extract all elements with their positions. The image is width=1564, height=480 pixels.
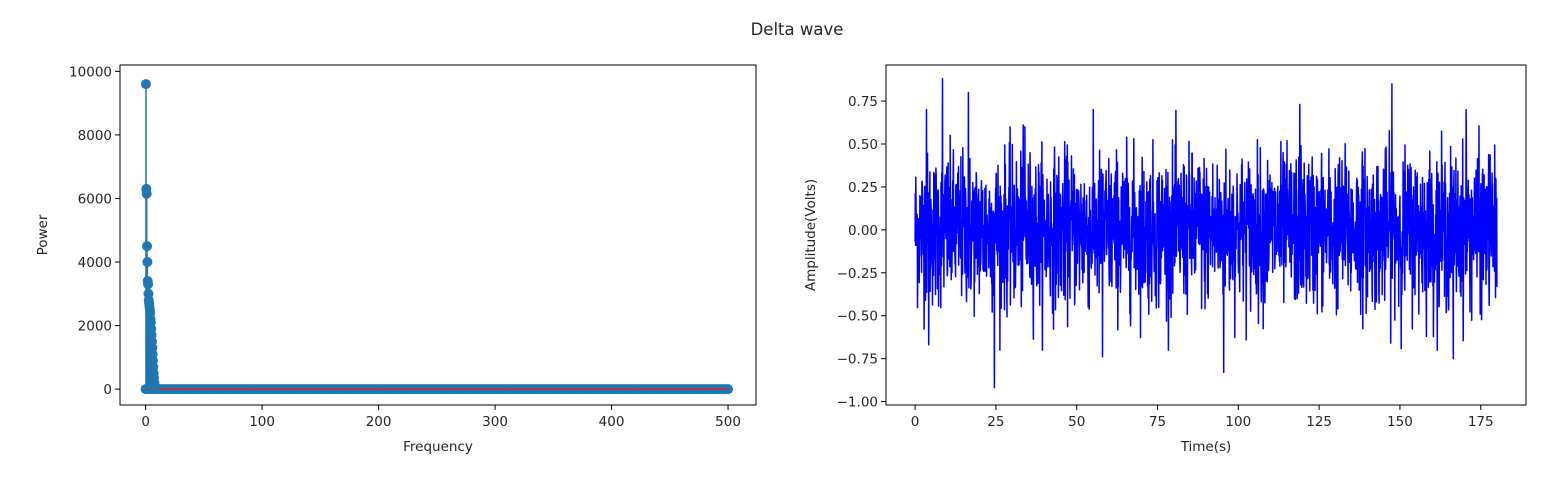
signal-line	[914, 77, 1498, 389]
power-spectrum-x-tick-label: 200	[366, 414, 392, 430]
time-signal-y-tick-label: −0.75	[837, 352, 878, 368]
power-spectrum-x-tick-label: 0	[141, 414, 150, 430]
spectrum-peak-marker	[143, 279, 154, 290]
spectrum-peak-marker	[142, 257, 153, 268]
time-signal-y-ticks: −1.00 −0.75 −0.50 −0.25 0.00 0.25 0.50 0.75	[837, 94, 886, 411]
time-signal-x-tick-label: 125	[1306, 414, 1332, 430]
power-spectrum-x-tick-label: 100	[249, 414, 275, 430]
time-signal-x-tick-label: 0	[911, 414, 920, 430]
time-signal-x-label: Time(s)	[1180, 439, 1232, 455]
time-signal-x-tick-label: 75	[1149, 414, 1166, 430]
power-spectrum-y-tick-label: 10000	[69, 64, 112, 80]
time-signal-y-label: Amplitude(Volts)	[803, 179, 819, 291]
time-signal-y-tick-label: −0.50	[837, 309, 878, 325]
time-signal-y-tick-label: 0.50	[848, 137, 878, 153]
power-spectrum-x-tick-label: 400	[599, 414, 625, 430]
power-spectrum-marks	[140, 79, 734, 395]
time-signal-x-tick-label: 175	[1468, 414, 1494, 430]
power-spectrum-x-label: Frequency	[403, 439, 473, 455]
spectrum-peak-marker	[149, 380, 160, 391]
time-signal-y-tick-label: 0.75	[848, 94, 878, 110]
power-spectrum-y-tick-label: 6000	[78, 191, 112, 207]
power-spectrum-y-tick-label: 0	[103, 382, 112, 398]
power-spectrum-y-ticks: 0 2000 4000 6000 8000 10000	[69, 64, 120, 398]
time-signal-marks	[914, 77, 1498, 389]
power-spectrum-x-tick-label: 500	[715, 414, 741, 430]
power-spectrum-y-label: Power	[35, 214, 51, 255]
time-signal-x-ticks: 0 25 50 75 100 125 150 175	[911, 405, 1494, 430]
spectrum-peak-marker	[141, 188, 152, 199]
time-signal-y-tick-label: 0.25	[848, 180, 878, 196]
power-spectrum-x-tick-label: 300	[482, 414, 508, 430]
time-signal-axes-frame	[885, 64, 1527, 406]
time-signal-y-tick-label: 0.00	[848, 223, 878, 239]
time-signal-x-tick-label: 100	[1225, 414, 1251, 430]
power-spectrum-y-tick-label: 8000	[78, 128, 112, 144]
time-signal-y-tick-label: −1.00	[837, 395, 878, 411]
time-signal-x-tick-label: 25	[987, 414, 1004, 430]
power-spectrum-x-ticks: 0 100 200 300 400 500	[141, 405, 741, 430]
time-signal-x-tick-label: 150	[1387, 414, 1413, 430]
time-signal-x-tick-label: 50	[1068, 414, 1085, 430]
time-signal-plot: 0 25 50 75 100 125 150 175 −1.00 −0.75 −0.50 −0.25…	[803, 64, 1527, 455]
time-signal-y-tick-label: −0.25	[837, 266, 878, 282]
power-spectrum-axes-frame	[119, 64, 757, 406]
spectrum-peak-marker	[140, 79, 151, 90]
figure-title: Delta wave	[751, 20, 844, 39]
power-spectrum-y-tick-label: 4000	[78, 255, 112, 271]
spectrum-peak-marker	[142, 241, 153, 252]
power-spectrum-y-tick-label: 2000	[78, 319, 112, 335]
power-spectrum-plot: 0 100 200 300 400 500 0200040006000800010000 …	[35, 64, 757, 455]
